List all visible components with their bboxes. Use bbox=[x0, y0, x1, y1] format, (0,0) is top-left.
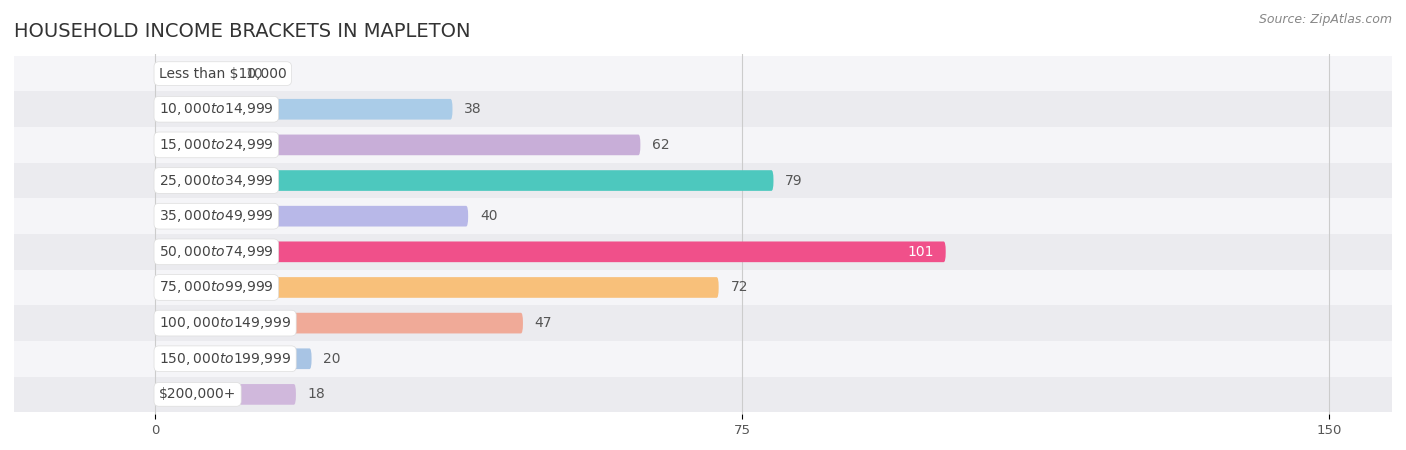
Text: 38: 38 bbox=[464, 102, 482, 116]
Text: $75,000 to $99,999: $75,000 to $99,999 bbox=[159, 279, 274, 296]
FancyBboxPatch shape bbox=[14, 198, 1392, 234]
FancyBboxPatch shape bbox=[155, 384, 295, 405]
Text: Less than $10,000: Less than $10,000 bbox=[159, 67, 287, 81]
Text: 40: 40 bbox=[479, 209, 498, 223]
FancyBboxPatch shape bbox=[14, 234, 1392, 270]
Text: $25,000 to $34,999: $25,000 to $34,999 bbox=[159, 172, 274, 189]
FancyBboxPatch shape bbox=[14, 270, 1392, 305]
FancyBboxPatch shape bbox=[155, 348, 312, 369]
FancyBboxPatch shape bbox=[155, 242, 946, 262]
FancyBboxPatch shape bbox=[14, 377, 1392, 412]
Text: 72: 72 bbox=[730, 280, 748, 294]
FancyBboxPatch shape bbox=[155, 206, 468, 226]
Text: $35,000 to $49,999: $35,000 to $49,999 bbox=[159, 208, 274, 224]
Text: $50,000 to $74,999: $50,000 to $74,999 bbox=[159, 244, 274, 260]
FancyBboxPatch shape bbox=[14, 127, 1392, 163]
FancyBboxPatch shape bbox=[14, 56, 1392, 91]
Text: $15,000 to $24,999: $15,000 to $24,999 bbox=[159, 137, 274, 153]
FancyBboxPatch shape bbox=[155, 170, 773, 191]
Text: Source: ZipAtlas.com: Source: ZipAtlas.com bbox=[1258, 14, 1392, 27]
Text: 47: 47 bbox=[534, 316, 553, 330]
Text: 62: 62 bbox=[652, 138, 669, 152]
Text: HOUSEHOLD INCOME BRACKETS IN MAPLETON: HOUSEHOLD INCOME BRACKETS IN MAPLETON bbox=[14, 22, 471, 41]
Text: $200,000+: $200,000+ bbox=[159, 387, 236, 401]
Text: 10: 10 bbox=[245, 67, 263, 81]
FancyBboxPatch shape bbox=[14, 305, 1392, 341]
FancyBboxPatch shape bbox=[155, 277, 718, 298]
Text: 18: 18 bbox=[308, 387, 325, 401]
FancyBboxPatch shape bbox=[14, 91, 1392, 127]
Text: 20: 20 bbox=[323, 352, 340, 366]
FancyBboxPatch shape bbox=[14, 341, 1392, 377]
Text: $100,000 to $149,999: $100,000 to $149,999 bbox=[159, 315, 291, 331]
FancyBboxPatch shape bbox=[155, 63, 233, 84]
Text: $150,000 to $199,999: $150,000 to $199,999 bbox=[159, 351, 291, 367]
Text: 79: 79 bbox=[785, 174, 803, 188]
Text: 101: 101 bbox=[907, 245, 934, 259]
FancyBboxPatch shape bbox=[14, 163, 1392, 198]
FancyBboxPatch shape bbox=[155, 99, 453, 120]
FancyBboxPatch shape bbox=[155, 135, 640, 155]
FancyBboxPatch shape bbox=[155, 313, 523, 333]
Text: $10,000 to $14,999: $10,000 to $14,999 bbox=[159, 101, 274, 117]
